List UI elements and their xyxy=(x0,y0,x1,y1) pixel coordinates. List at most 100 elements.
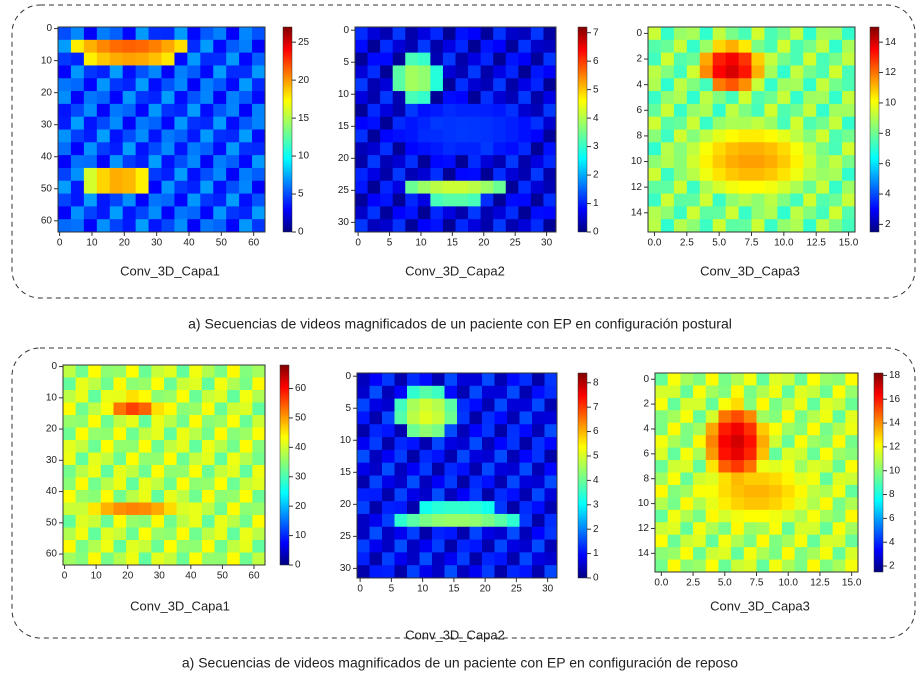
heatmap-texture xyxy=(122,206,137,220)
heatmap-texture xyxy=(148,155,162,169)
heatmap-texture xyxy=(693,484,707,498)
heatmap-texture xyxy=(138,552,152,566)
heatmap-texture xyxy=(493,65,507,79)
heatmap-texture xyxy=(807,472,821,486)
heatmap-texture xyxy=(367,78,381,92)
heatmap-texture xyxy=(482,373,495,387)
heatmap-texture xyxy=(430,180,444,195)
heatmap-texture xyxy=(816,142,830,156)
heatmap-texture xyxy=(96,78,111,92)
heatmap-texture xyxy=(845,385,859,399)
heatmap-texture xyxy=(138,402,152,416)
heatmap-texture xyxy=(803,27,817,41)
heatmap-texture xyxy=(842,206,856,220)
heatmap-texture xyxy=(109,103,124,118)
heatmap-texture xyxy=(419,565,433,579)
heatmap-texture xyxy=(407,526,420,541)
heatmap-texture xyxy=(239,78,253,92)
heatmap-texture xyxy=(807,497,821,511)
heatmap-texture xyxy=(725,193,740,207)
heatmap-texture xyxy=(444,539,458,553)
y-tick-label: 15 xyxy=(340,467,352,478)
colorbar-tick-label: 14 xyxy=(889,418,901,429)
heatmap-texture xyxy=(667,410,681,424)
panel-label: Conv_3D_Capa2 xyxy=(405,263,505,278)
heatmap-texture xyxy=(494,513,508,528)
colorbar-tick-label: 10 xyxy=(885,98,897,109)
heatmap-texture xyxy=(731,397,745,411)
heatmap-texture xyxy=(469,513,483,528)
heatmap-texture xyxy=(832,460,846,473)
y-tick-label: 30 xyxy=(46,455,58,466)
heatmap-texture xyxy=(367,167,381,182)
heatmap-texture xyxy=(227,515,241,528)
heatmap-texture xyxy=(174,78,188,92)
heatmap-texture xyxy=(227,402,241,416)
heatmap-texture xyxy=(712,116,727,130)
heatmap-texture xyxy=(442,116,456,130)
heatmap-texture xyxy=(135,52,150,66)
heatmap-texture xyxy=(444,501,458,515)
heatmap-texture xyxy=(151,527,165,541)
heatmap-texture xyxy=(161,103,175,118)
heatmap-texture xyxy=(686,103,701,118)
heatmap-texture xyxy=(544,488,558,502)
heatmap-texture xyxy=(519,488,533,502)
heatmap-texture xyxy=(518,116,532,130)
heatmap-texture xyxy=(252,206,266,220)
y-tick-label: 8 xyxy=(636,131,642,142)
heatmap-texture xyxy=(743,435,757,449)
heatmap-texture xyxy=(725,142,740,156)
heatmap-texture xyxy=(807,509,821,523)
heatmap-texture xyxy=(70,219,85,233)
heatmap-texture xyxy=(392,193,406,207)
heatmap-texture xyxy=(201,465,215,478)
y-tick-label: 0 xyxy=(636,28,642,39)
heatmap-texture xyxy=(718,422,732,436)
heatmap-texture xyxy=(109,27,124,41)
colorbar-tick-label: 5 xyxy=(593,84,599,95)
heatmap-texture xyxy=(842,52,856,66)
heatmap-texture xyxy=(239,427,253,441)
heatmap-texture xyxy=(712,193,727,207)
heatmap-texture xyxy=(468,129,482,143)
heatmap-texture xyxy=(189,402,203,416)
heatmap-texture xyxy=(731,410,745,424)
heatmap-texture xyxy=(392,91,406,105)
colorbar-tick-label: 0 xyxy=(298,227,304,238)
y-tick-label: 50 xyxy=(41,183,53,194)
heatmap-texture xyxy=(382,475,395,489)
heatmap-texture xyxy=(699,167,714,182)
x-tick-label: 15 xyxy=(447,238,459,249)
heatmap-texture xyxy=(113,552,127,566)
heatmap-texture xyxy=(213,180,227,195)
heatmap-texture xyxy=(680,509,694,523)
heatmap-texture xyxy=(673,193,688,207)
heatmap-texture xyxy=(712,206,727,220)
heatmap-texture xyxy=(751,206,765,220)
heatmap-texture xyxy=(660,65,675,79)
heatmap-texture xyxy=(148,27,162,41)
panel-label: Conv_3D_Capa3 xyxy=(700,263,800,278)
heatmap-texture xyxy=(444,513,458,528)
heatmap-texture xyxy=(174,103,188,118)
heatmap-texture xyxy=(494,526,508,541)
panel-label: Conv_3D_Capa1 xyxy=(120,263,220,278)
heatmap-texture xyxy=(357,449,370,464)
heatmap-texture xyxy=(88,527,102,541)
heatmap-texture xyxy=(738,129,752,143)
heatmap-texture xyxy=(138,452,152,466)
heatmap-texture xyxy=(355,180,369,195)
heatmap-texture xyxy=(442,219,456,233)
heatmap-texture xyxy=(70,116,85,130)
heatmap-texture xyxy=(751,65,765,79)
heatmap-texture xyxy=(430,91,444,105)
heatmap-texture xyxy=(357,385,370,400)
heatmap-texture xyxy=(200,65,214,79)
heatmap-texture xyxy=(442,52,456,66)
heatmap-texture xyxy=(693,522,707,536)
heatmap-texture xyxy=(88,390,102,403)
y-tick-label: 6 xyxy=(636,105,642,116)
heatmap-texture xyxy=(469,373,483,387)
heatmap-texture xyxy=(405,180,419,195)
